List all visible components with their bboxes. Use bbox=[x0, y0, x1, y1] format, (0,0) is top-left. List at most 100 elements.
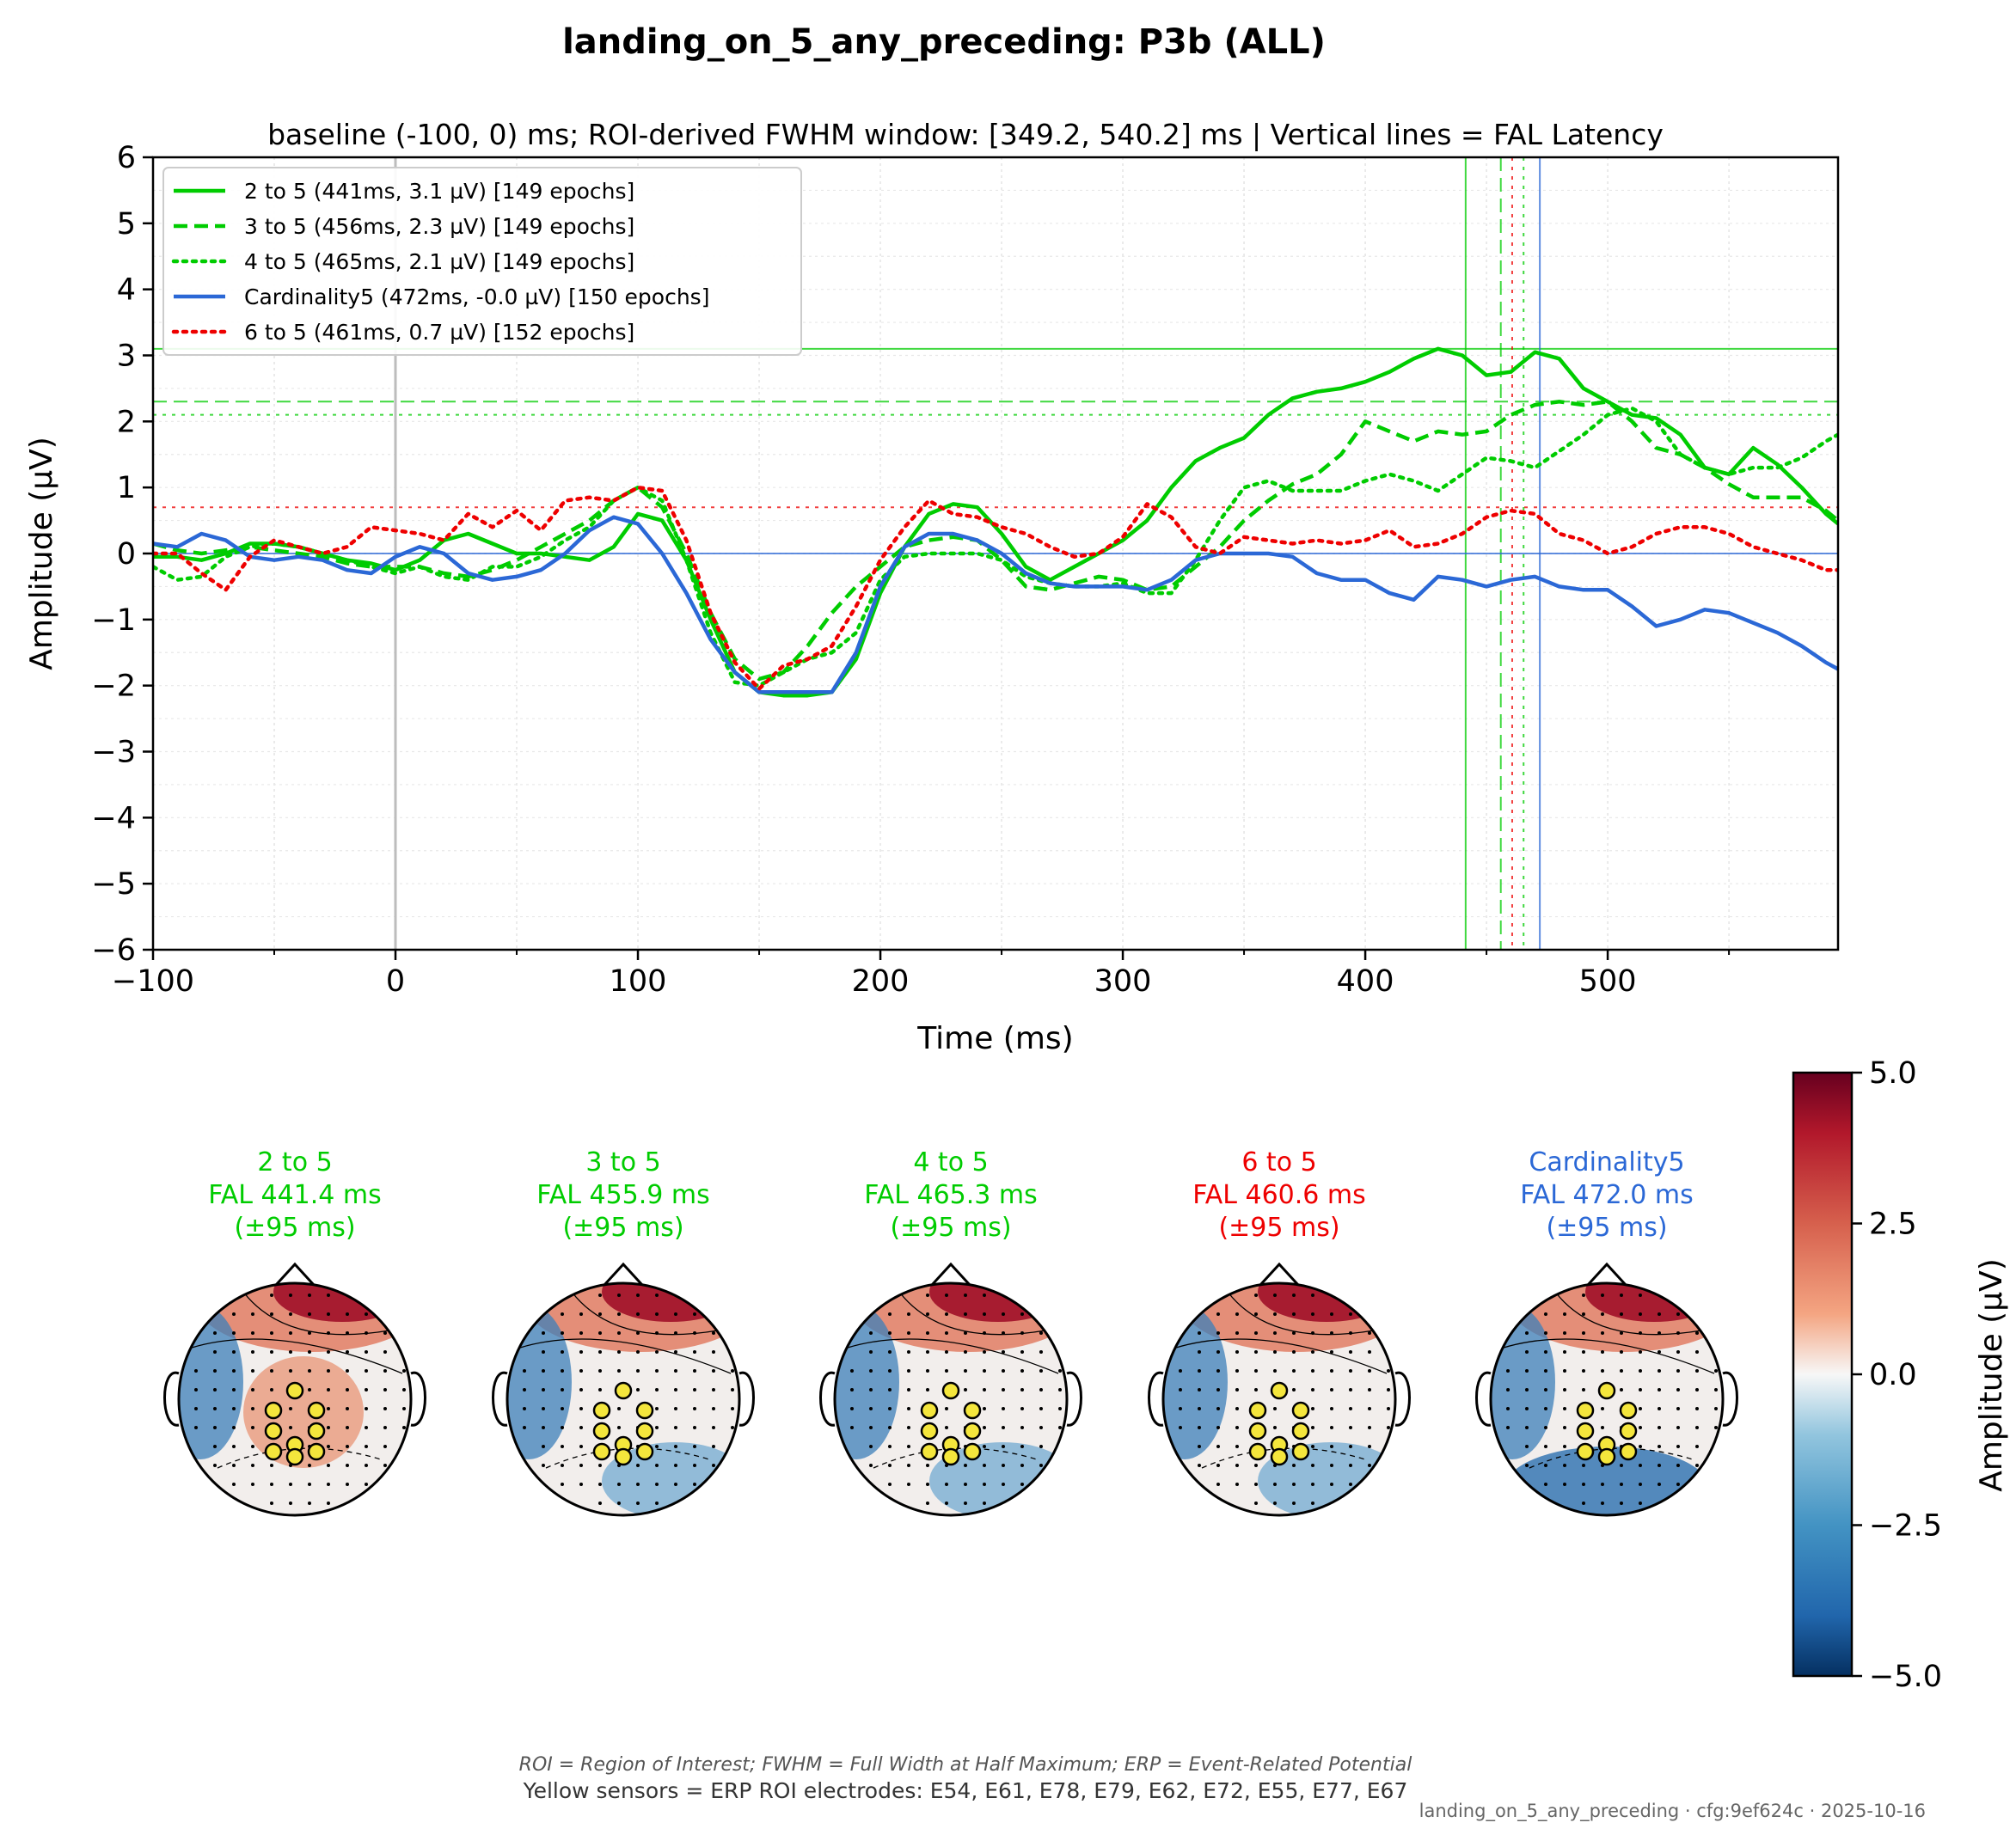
sensor-dot bbox=[232, 1464, 236, 1467]
sensor-dot bbox=[907, 1388, 910, 1391]
sensor-dot bbox=[617, 1369, 621, 1373]
sensor-dot bbox=[1292, 1369, 1296, 1373]
roi-sensor bbox=[635, 1442, 654, 1461]
sensor-dot bbox=[1544, 1388, 1547, 1391]
sensor-dot bbox=[1544, 1464, 1547, 1467]
sensor-dot bbox=[1368, 1350, 1371, 1354]
sensor-dot bbox=[327, 1426, 330, 1429]
series-lines bbox=[153, 346, 1838, 698]
negative-region bbox=[1163, 1305, 1228, 1459]
sensor-dot bbox=[1658, 1388, 1661, 1391]
negative-region bbox=[835, 1305, 899, 1459]
sensor-dot bbox=[1330, 1445, 1333, 1448]
sensor-dot bbox=[1311, 1350, 1314, 1354]
sensor-dot bbox=[964, 1350, 967, 1354]
x-tick-label: 300 bbox=[1094, 964, 1152, 999]
sensor-dot bbox=[1349, 1407, 1352, 1410]
sensor-dot bbox=[270, 1483, 273, 1486]
ear-outline bbox=[1066, 1371, 1082, 1427]
sensor-dot bbox=[1658, 1464, 1661, 1467]
roi-sensor bbox=[1270, 1381, 1289, 1400]
sensor-dot bbox=[888, 1388, 892, 1391]
roi-sensor bbox=[1619, 1401, 1638, 1420]
contour-line bbox=[519, 1338, 732, 1374]
sensor-dot bbox=[1506, 1407, 1510, 1410]
topomap-title: (±95 ms) bbox=[1218, 1213, 1339, 1243]
topomap-title: 6 to 5 bbox=[1241, 1147, 1316, 1177]
sensor-dot bbox=[1330, 1483, 1333, 1486]
sensor-dot bbox=[1714, 1407, 1718, 1410]
sensor-dot bbox=[402, 1407, 406, 1410]
roi-sensor bbox=[1576, 1401, 1595, 1420]
sensor-dot bbox=[945, 1407, 948, 1410]
sensor-dot bbox=[346, 1369, 349, 1373]
sensor-dot bbox=[308, 1502, 311, 1505]
head-outline bbox=[506, 1281, 741, 1517]
sensor-dot bbox=[1658, 1426, 1661, 1429]
sensor-dot bbox=[617, 1331, 621, 1335]
head-outline bbox=[1489, 1281, 1725, 1517]
y-tick-label: 3 bbox=[117, 339, 136, 374]
sensor-dot bbox=[327, 1388, 330, 1391]
sensor-dot bbox=[693, 1388, 696, 1391]
sensor-dot bbox=[1254, 1331, 1258, 1335]
sensor-dot bbox=[655, 1369, 659, 1373]
y-tick-label: −4 bbox=[91, 801, 136, 835]
sensor-dot bbox=[1695, 1426, 1699, 1429]
sensor-dot bbox=[542, 1388, 545, 1391]
sensor-dot bbox=[1039, 1369, 1043, 1373]
sensor-dot bbox=[1639, 1388, 1642, 1391]
sensor-dot bbox=[1601, 1331, 1604, 1335]
sensor-dot bbox=[1582, 1331, 1585, 1335]
sensor-dot bbox=[1349, 1483, 1352, 1486]
topomap-title: 3 to 5 bbox=[585, 1147, 660, 1177]
sensor-dot bbox=[579, 1483, 583, 1486]
sensor-dot bbox=[1020, 1312, 1024, 1316]
sensor-dot bbox=[289, 1426, 292, 1429]
sensor-dot bbox=[1601, 1312, 1604, 1316]
sensor-dot bbox=[1002, 1312, 1005, 1316]
sensor-dot bbox=[1311, 1294, 1314, 1297]
sensor-dot bbox=[1216, 1407, 1220, 1410]
sensor-dot bbox=[1039, 1464, 1043, 1467]
sensor-dot bbox=[308, 1483, 311, 1486]
sensor-dot bbox=[1563, 1331, 1566, 1335]
sensor-dot bbox=[346, 1407, 349, 1410]
roi-sensor bbox=[963, 1422, 982, 1440]
sensor-dot bbox=[907, 1407, 910, 1410]
sensor-dot bbox=[983, 1502, 986, 1505]
legend-entry: 3 to 5 (456ms, 2.3 µV) [149 epochs] bbox=[244, 214, 634, 239]
roi-sensor bbox=[1248, 1422, 1267, 1440]
sensor-dot bbox=[1714, 1369, 1718, 1373]
sensor-dot bbox=[346, 1464, 349, 1467]
sensor-dot bbox=[945, 1502, 948, 1505]
sensor-dot bbox=[289, 1331, 292, 1335]
sensor-dot bbox=[850, 1426, 854, 1429]
y-tick-label: 1 bbox=[117, 471, 136, 505]
sensor-dot bbox=[579, 1464, 583, 1467]
sensor-dot bbox=[1695, 1350, 1699, 1354]
colorbar-tick-label: 0.0 bbox=[1869, 1358, 1917, 1392]
roi-sensor bbox=[920, 1442, 939, 1461]
sensor-dot bbox=[270, 1312, 273, 1316]
sensor-dot bbox=[926, 1502, 929, 1505]
ear-outline bbox=[163, 1371, 180, 1427]
y-axis-label: Amplitude (µV) bbox=[24, 437, 59, 670]
sensor-dot bbox=[1676, 1464, 1680, 1467]
sensor-dot bbox=[270, 1331, 273, 1335]
sensor-dot bbox=[655, 1464, 659, 1467]
footnote-abbreviations: ROI = Region of Interest; FWHM = Full Wi… bbox=[519, 1754, 1412, 1776]
legend-entry: Cardinality5 (472ms, -0.0 µV) [150 epoch… bbox=[244, 284, 709, 309]
y-tick-label: −1 bbox=[91, 603, 136, 638]
sensor-dot bbox=[674, 1312, 677, 1316]
sensor-dot bbox=[636, 1388, 640, 1391]
sensor-dot bbox=[1563, 1464, 1566, 1467]
sensor-dot bbox=[194, 1407, 198, 1410]
sensor-dot bbox=[1525, 1388, 1529, 1391]
sensor-dot bbox=[617, 1407, 621, 1410]
sensor-dot bbox=[888, 1426, 892, 1429]
roi-sensor bbox=[1597, 1381, 1616, 1400]
sensor-dot bbox=[907, 1464, 910, 1467]
sensor-dot bbox=[983, 1350, 986, 1354]
